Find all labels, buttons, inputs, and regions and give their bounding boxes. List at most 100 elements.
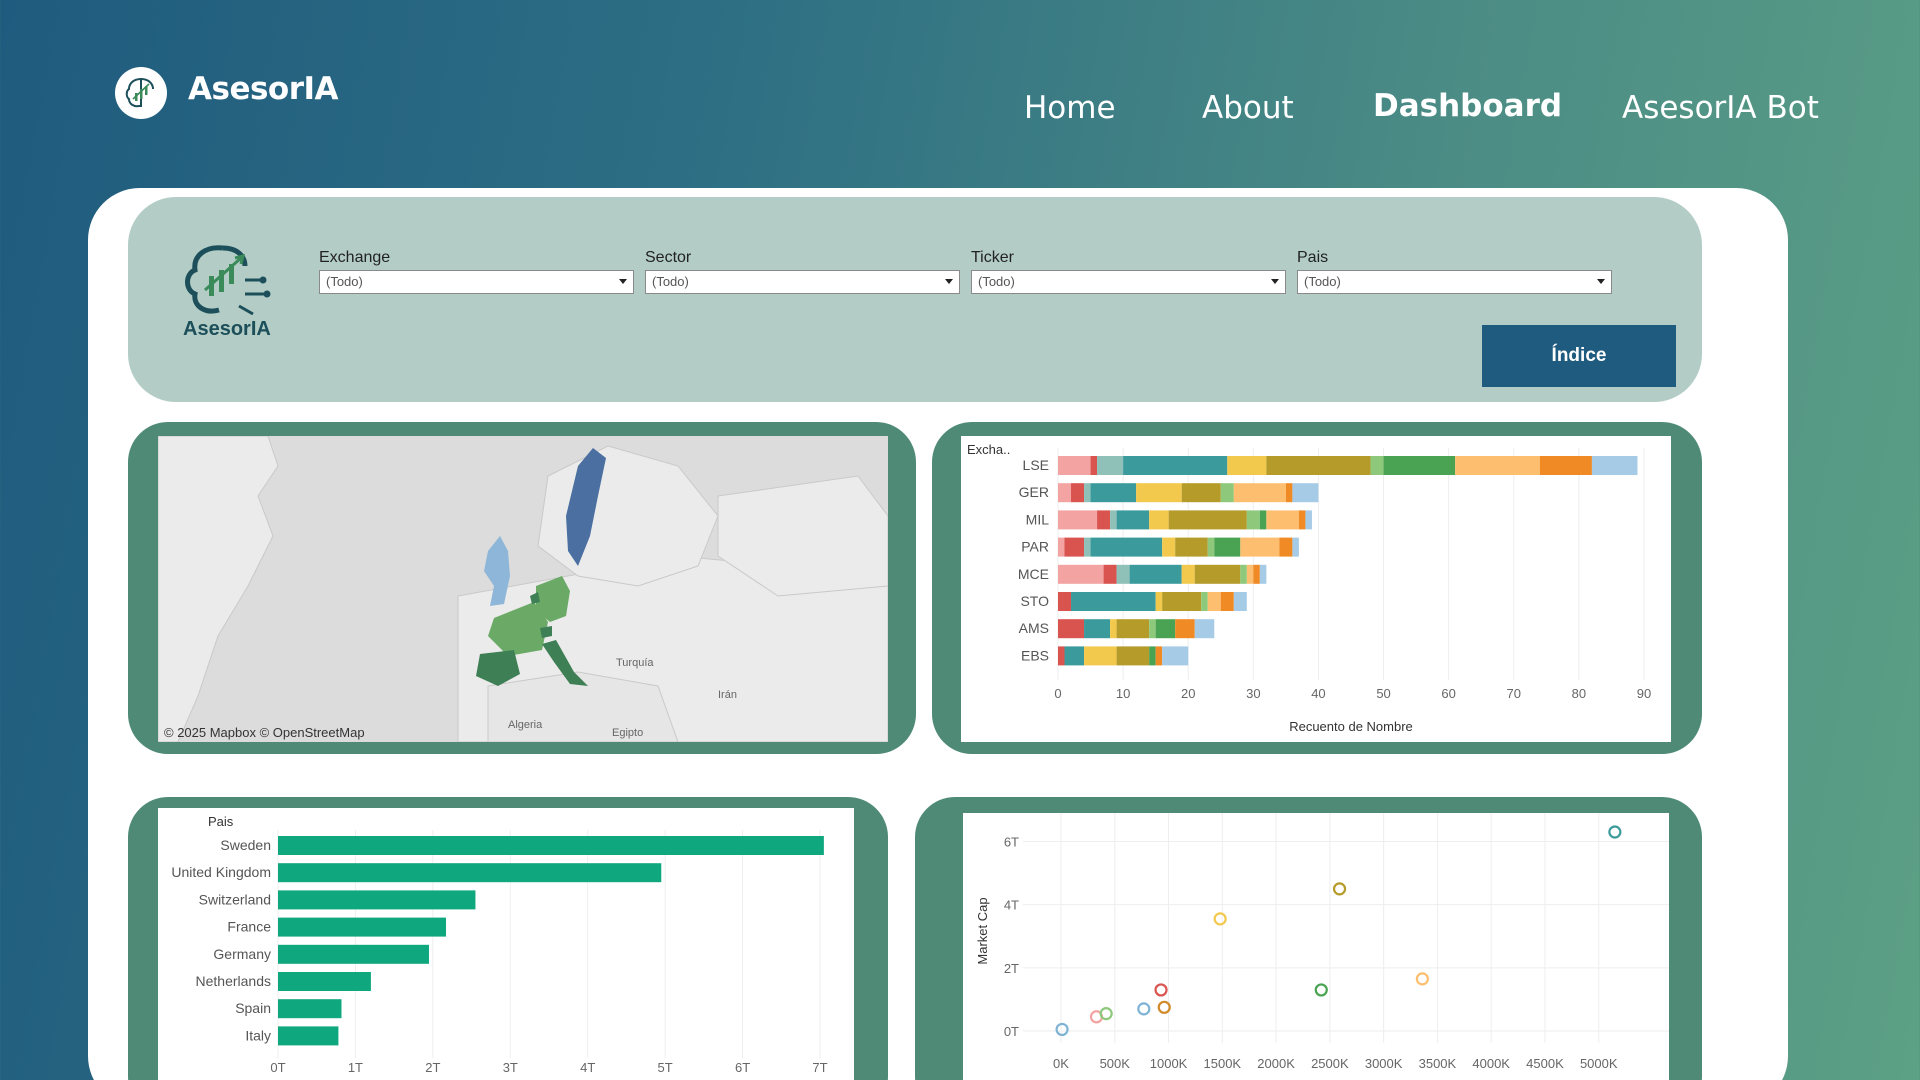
x-tick-label: 5000K bbox=[1580, 1056, 1618, 1071]
map-region-france bbox=[488, 602, 548, 656]
map-credit: © 2025 Mapbox © OpenStreetMap bbox=[164, 725, 365, 740]
filter-ticker: Ticker (Todo) bbox=[971, 249, 1286, 294]
bar-segment bbox=[1090, 456, 1098, 475]
scatter-point bbox=[1154, 983, 1168, 997]
chevron-down-icon bbox=[1597, 279, 1605, 284]
bar-segment bbox=[1097, 510, 1111, 530]
brand-logo[interactable] bbox=[115, 67, 167, 119]
bar-segment bbox=[1162, 592, 1202, 611]
ticker-select[interactable]: (Todo) bbox=[971, 270, 1286, 294]
bar-segment bbox=[1058, 564, 1104, 584]
category-label: AMS bbox=[1019, 620, 1049, 636]
bar-segment bbox=[1220, 483, 1234, 503]
bar-segment bbox=[1214, 537, 1241, 557]
scatter-point bbox=[1213, 912, 1227, 926]
category-label: LSE bbox=[1023, 457, 1049, 473]
scatter-point bbox=[1055, 1022, 1069, 1037]
x-tick-label: 90 bbox=[1637, 686, 1651, 701]
scatter-point bbox=[1157, 1000, 1171, 1014]
pais-select[interactable]: (Todo) bbox=[1297, 270, 1612, 294]
filter-pais: Pais (Todo) bbox=[1297, 249, 1612, 294]
exchange-select[interactable]: (Todo) bbox=[319, 270, 634, 294]
ticker-select-value: (Todo) bbox=[978, 274, 1015, 289]
bar-segment bbox=[1116, 646, 1150, 666]
bar-segment bbox=[1097, 456, 1124, 475]
category-label: STO bbox=[1020, 593, 1049, 609]
chart-header: Excha.. bbox=[967, 442, 1010, 457]
bar-segment bbox=[1253, 564, 1260, 584]
category-label: Netherlands bbox=[196, 973, 272, 989]
scatter-point bbox=[1137, 1002, 1151, 1016]
bar bbox=[278, 972, 371, 991]
map-region-uk bbox=[484, 536, 510, 606]
x-tick-label: 80 bbox=[1572, 686, 1586, 701]
exchange-select-value: (Todo) bbox=[326, 274, 363, 289]
main-nav: Home About Dashboard AsesorIA Bot bbox=[0, 88, 1920, 134]
bar-segment bbox=[1220, 592, 1234, 611]
bar-segment bbox=[1194, 564, 1241, 584]
nav-asesoria-bot[interactable]: AsesorIA Bot bbox=[1622, 90, 1819, 126]
bar-segment bbox=[1058, 646, 1065, 666]
bar-segment bbox=[1116, 510, 1150, 530]
y-tick-label: 2T bbox=[1004, 961, 1019, 976]
category-label: Switzerland bbox=[199, 891, 271, 907]
bar-segment bbox=[1084, 483, 1091, 503]
chart-header: Pais bbox=[208, 814, 234, 829]
bar-segment bbox=[1539, 456, 1592, 475]
bar-segment bbox=[1110, 510, 1117, 530]
indice-button[interactable]: Índice bbox=[1482, 325, 1676, 387]
bar-segment bbox=[1058, 483, 1072, 503]
category-label: GER bbox=[1019, 484, 1049, 500]
bar-segment bbox=[1259, 510, 1267, 530]
bar-segment bbox=[1103, 564, 1117, 584]
bar-segment bbox=[1455, 456, 1540, 475]
scatter-chart-svg: 0K 500K 1000K 1500K 2000K 2500K 3000K 3500K 4000… bbox=[975, 813, 1669, 1071]
x-tick-label: 0 bbox=[1054, 686, 1061, 701]
bar-segment bbox=[1136, 483, 1182, 503]
x-tick-label: 1T bbox=[348, 1060, 363, 1075]
bar bbox=[278, 944, 429, 964]
x-tick-label: 2T bbox=[425, 1060, 440, 1075]
country-chart-svg: 0T 1T 2T 3T 4T 5T 6T 7T Pais Sweden United Kingdom… bbox=[171, 814, 827, 1075]
bar-segment bbox=[1064, 537, 1085, 557]
bar-segment bbox=[1383, 456, 1456, 475]
bar-segment bbox=[1110, 619, 1117, 639]
sector-select[interactable]: (Todo) bbox=[645, 270, 960, 294]
y-axis-title: Market Cap bbox=[975, 897, 990, 964]
scatter-point bbox=[1332, 882, 1347, 896]
x-tick-label: 60 bbox=[1441, 686, 1455, 701]
nav-dashboard[interactable]: Dashboard bbox=[1373, 88, 1563, 124]
bar-segment bbox=[1090, 537, 1163, 557]
x-tick-label: 50 bbox=[1376, 686, 1390, 701]
x-tick-label: 4500K bbox=[1526, 1056, 1564, 1071]
filter-ticker-label: Ticker bbox=[971, 249, 1014, 266]
bar-segment bbox=[1370, 456, 1384, 475]
category-label: France bbox=[227, 919, 271, 935]
europe-map[interactable]: Turquía Irán Algeria Egipto © 2025 Mapbo… bbox=[158, 436, 888, 742]
exchange-chart-svg: 0 10 20 30 40 50 60 70 80 90 Excha.. Recuento de No… bbox=[967, 442, 1651, 734]
x-tick-label: 4T bbox=[580, 1060, 595, 1075]
y-tick-label: 4T bbox=[1004, 898, 1019, 913]
bar-segment bbox=[1207, 537, 1215, 557]
map-svg: Turquía Irán Algeria Egipto bbox=[158, 436, 888, 742]
bar-segment bbox=[1285, 483, 1293, 503]
x-tick-label: 10 bbox=[1116, 686, 1130, 701]
pais-select-value: (Todo) bbox=[1304, 274, 1341, 289]
bar-segment bbox=[1233, 483, 1286, 503]
x-tick-label: 500K bbox=[1100, 1056, 1131, 1071]
nav-about[interactable]: About bbox=[1202, 90, 1294, 126]
x-tick-label: 40 bbox=[1311, 686, 1325, 701]
category-label: Italy bbox=[245, 1027, 271, 1043]
scatter-chart: 0K 500K 1000K 1500K 2000K 2500K 3000K 3500K 4000… bbox=[963, 813, 1669, 1080]
x-tick-label: 3000K bbox=[1365, 1056, 1403, 1071]
bar-segment bbox=[1162, 537, 1176, 557]
map-region-spain bbox=[476, 650, 520, 686]
bar-segment bbox=[1058, 510, 1098, 530]
x-tick-label: 6T bbox=[735, 1060, 750, 1075]
map-label-egipto: Egipto bbox=[612, 727, 643, 739]
map-region-germany bbox=[536, 576, 570, 622]
bar-segment bbox=[1591, 456, 1638, 475]
map-region-switzerland bbox=[540, 626, 552, 638]
bar-segment bbox=[1292, 537, 1299, 557]
nav-home[interactable]: Home bbox=[1024, 90, 1116, 126]
